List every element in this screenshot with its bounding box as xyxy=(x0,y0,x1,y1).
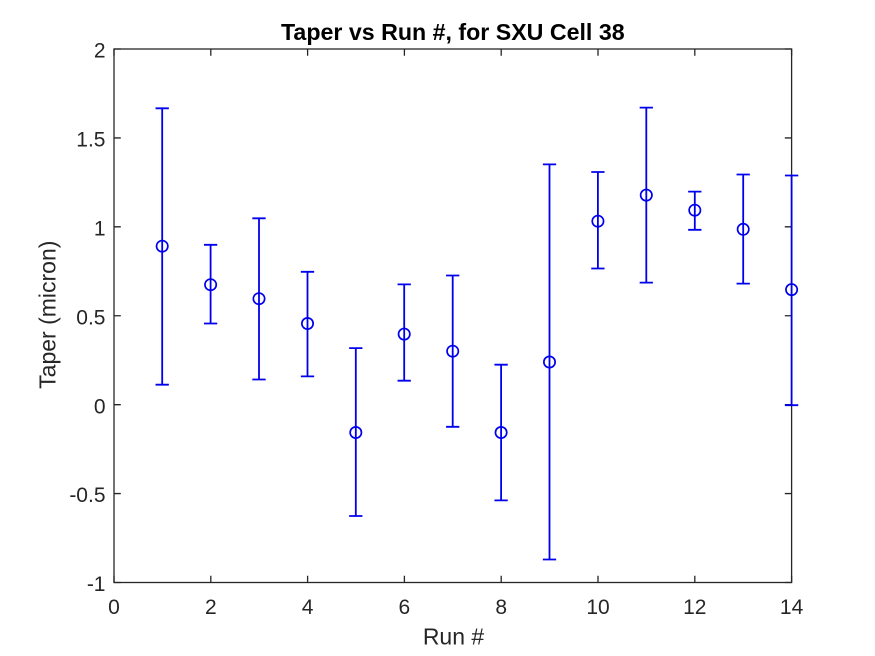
svg-text:14: 14 xyxy=(780,596,804,619)
svg-text:0: 0 xyxy=(94,395,106,418)
svg-text:-1: -1 xyxy=(87,573,106,596)
svg-text:Taper (micron): Taper (micron) xyxy=(35,241,61,389)
svg-text:Run #: Run # xyxy=(423,623,485,649)
svg-text:4: 4 xyxy=(302,596,314,619)
svg-text:12: 12 xyxy=(683,596,706,619)
svg-text:2: 2 xyxy=(94,40,106,63)
svg-text:-0.5: -0.5 xyxy=(69,484,105,507)
svg-text:10: 10 xyxy=(586,596,609,619)
svg-text:0.5: 0.5 xyxy=(76,306,105,329)
svg-text:2: 2 xyxy=(205,596,217,619)
svg-text:Taper vs Run #, for SXU Cell 3: Taper vs Run #, for SXU Cell 38 xyxy=(281,19,625,45)
svg-text:1: 1 xyxy=(94,217,106,240)
svg-text:1.5: 1.5 xyxy=(76,129,105,152)
svg-text:8: 8 xyxy=(495,596,507,619)
svg-text:6: 6 xyxy=(399,596,411,619)
svg-text:0: 0 xyxy=(108,596,120,619)
